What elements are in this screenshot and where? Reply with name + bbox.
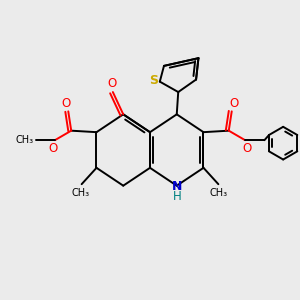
Text: CH₃: CH₃ [210,188,228,198]
Text: O: O [49,142,58,155]
Text: CH₃: CH₃ [72,188,90,198]
Text: O: O [61,97,70,110]
Text: O: O [108,77,117,90]
Text: O: O [242,142,251,155]
Text: S: S [149,74,158,87]
Text: CH₃: CH₃ [15,135,33,145]
Text: N: N [172,180,182,193]
Text: O: O [230,97,239,110]
Text: H: H [173,190,182,203]
